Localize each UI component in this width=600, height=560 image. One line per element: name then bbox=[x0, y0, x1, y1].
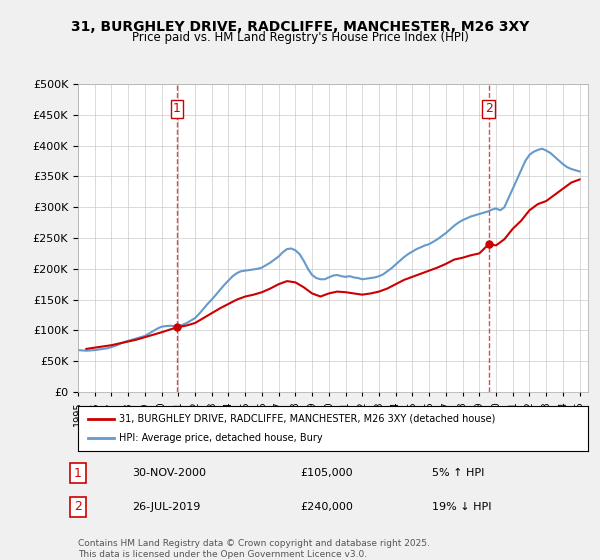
Text: 26-JUL-2019: 26-JUL-2019 bbox=[132, 502, 200, 512]
Text: 2: 2 bbox=[485, 102, 493, 115]
Text: £105,000: £105,000 bbox=[300, 468, 353, 478]
Text: 2: 2 bbox=[74, 500, 82, 514]
Text: 30-NOV-2000: 30-NOV-2000 bbox=[132, 468, 206, 478]
Text: Contains HM Land Registry data © Crown copyright and database right 2025.: Contains HM Land Registry data © Crown c… bbox=[78, 539, 430, 548]
Text: 1: 1 bbox=[173, 102, 181, 115]
Text: 1: 1 bbox=[74, 466, 82, 480]
Text: This data is licensed under the Open Government Licence v3.0.: This data is licensed under the Open Gov… bbox=[78, 550, 367, 559]
Text: HPI: Average price, detached house, Bury: HPI: Average price, detached house, Bury bbox=[119, 433, 322, 444]
Text: 19% ↓ HPI: 19% ↓ HPI bbox=[432, 502, 491, 512]
Text: Price paid vs. HM Land Registry's House Price Index (HPI): Price paid vs. HM Land Registry's House … bbox=[131, 31, 469, 44]
Text: £240,000: £240,000 bbox=[300, 502, 353, 512]
Text: 31, BURGHLEY DRIVE, RADCLIFFE, MANCHESTER, M26 3XY: 31, BURGHLEY DRIVE, RADCLIFFE, MANCHESTE… bbox=[71, 20, 529, 34]
Text: 5% ↑ HPI: 5% ↑ HPI bbox=[432, 468, 484, 478]
Text: 31, BURGHLEY DRIVE, RADCLIFFE, MANCHESTER, M26 3XY (detached house): 31, BURGHLEY DRIVE, RADCLIFFE, MANCHESTE… bbox=[119, 413, 495, 423]
